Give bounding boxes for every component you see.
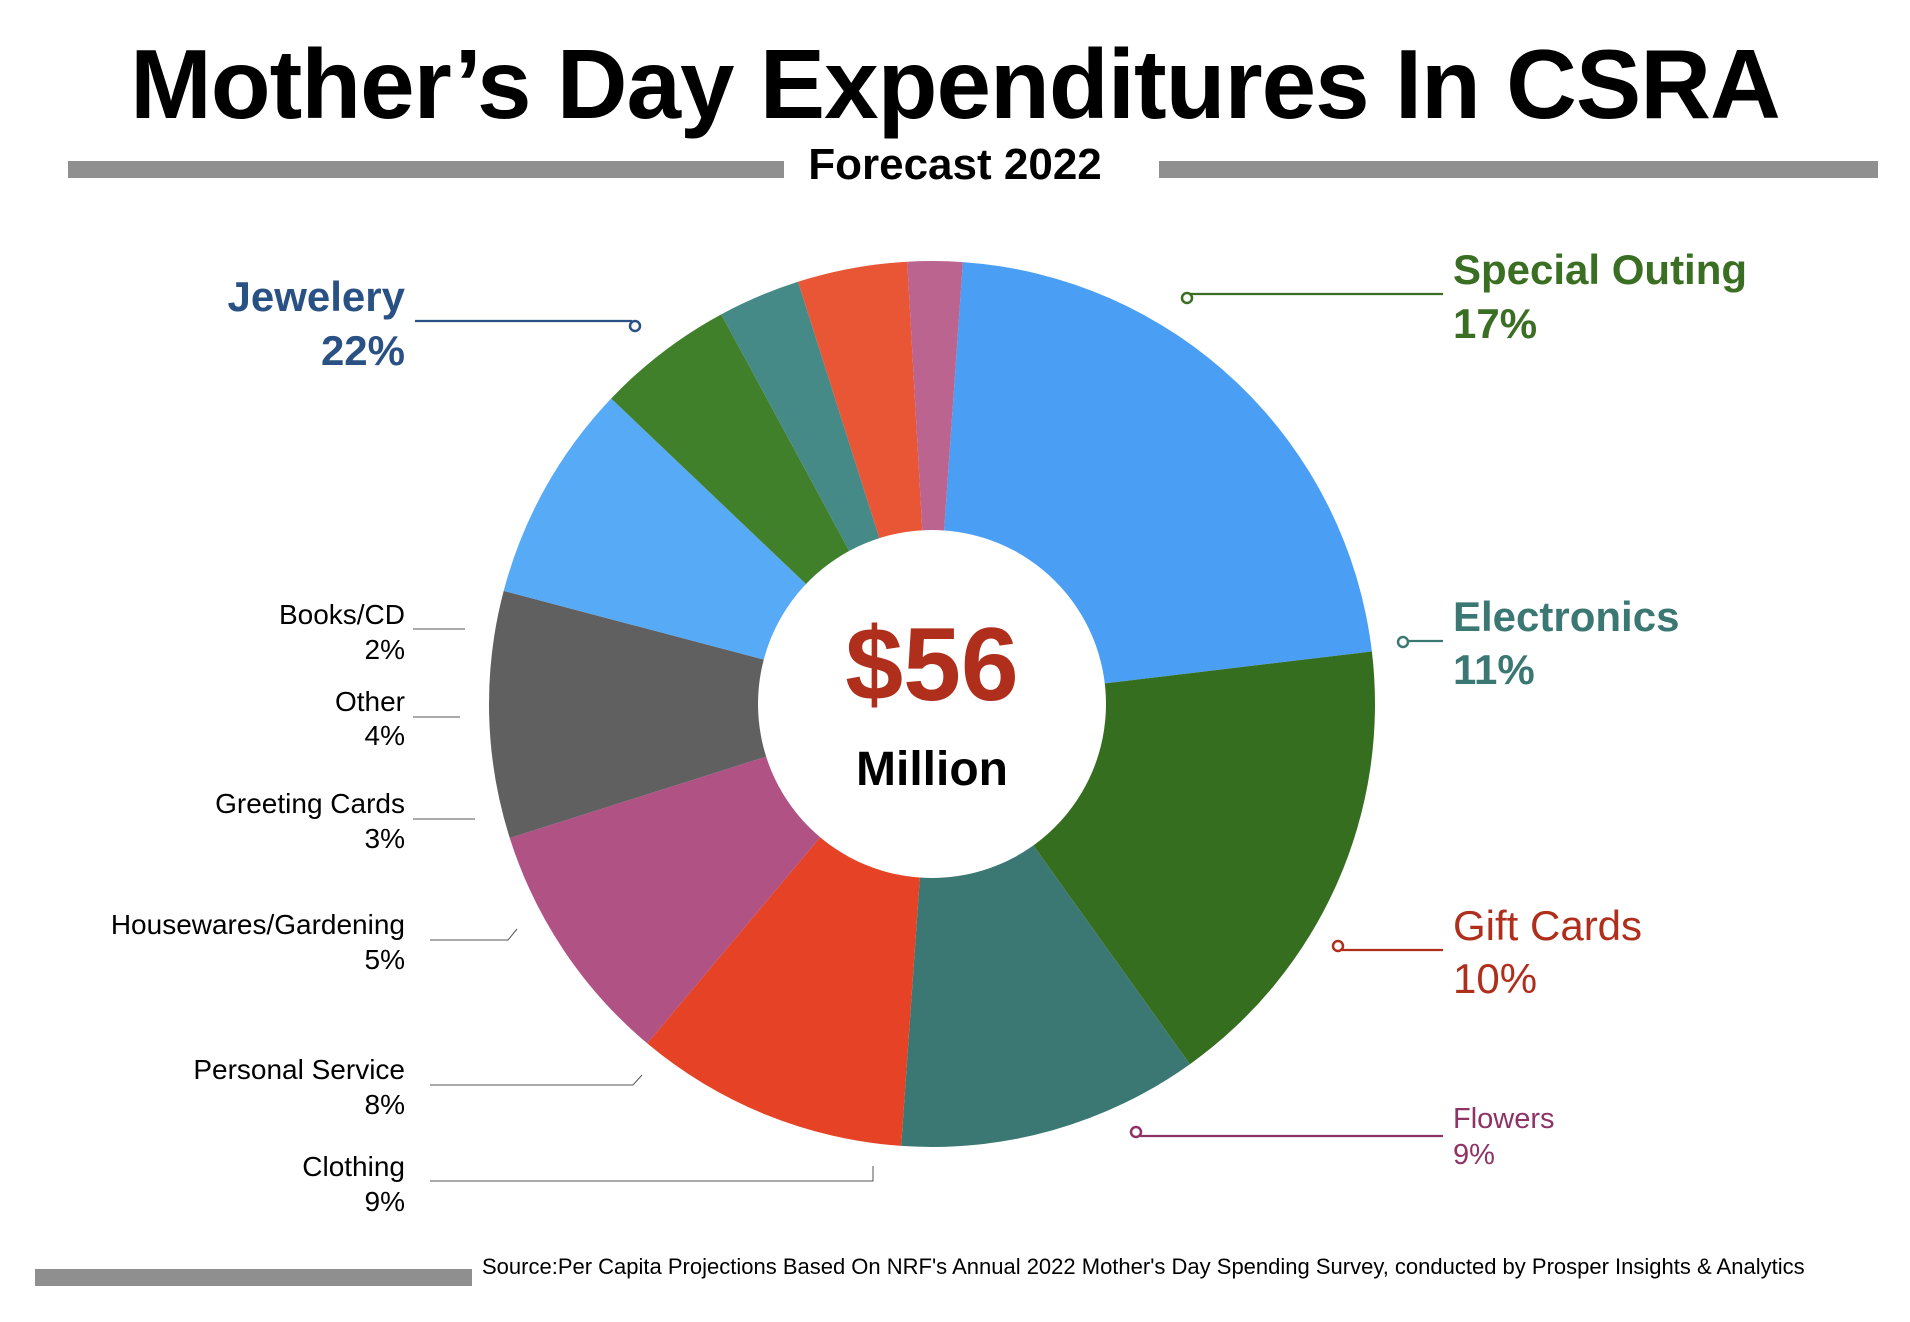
leader-line-clothing	[430, 1166, 874, 1182]
value-label-jewelery: 22%	[321, 327, 405, 374]
value-label-special-outing: 17%	[1453, 300, 1537, 347]
leader-line-housewares-gardening	[430, 928, 518, 941]
center-value: $56	[845, 607, 1019, 723]
label-personal-service: Personal Service	[193, 1054, 405, 1085]
center-unit: Million	[856, 743, 1008, 796]
slice-books-cd	[907, 261, 963, 704]
chart-subtitle: Forecast 2022	[808, 140, 1102, 189]
value-label-greeting-cards: 3%	[365, 823, 405, 854]
leader-dot-gift-cards	[1331, 939, 1345, 953]
value-label-gift-cards: 10%	[1453, 955, 1537, 1002]
value-label-flowers: 9%	[1453, 1139, 1495, 1171]
slice-clothing	[489, 590, 932, 838]
value-label-clothing: 9%	[365, 1186, 405, 1217]
value-label-other: 4%	[365, 720, 405, 751]
label-greeting-cards: Greeting Cards	[215, 788, 405, 819]
value-label-books-cd: 2%	[365, 634, 405, 665]
leader-dot-jewelery	[628, 319, 642, 333]
label-electronics: Electronics	[1453, 593, 1679, 640]
label-jewelery: Jewelery	[228, 273, 406, 320]
leader-line-personal-service	[430, 1074, 643, 1086]
value-label-personal-service: 8%	[365, 1089, 405, 1120]
leader-dot-flowers	[1129, 1125, 1143, 1139]
donut-hole	[758, 530, 1106, 878]
label-books-cd: Books/CD	[279, 599, 405, 630]
leader-dot-electronics	[1396, 635, 1410, 649]
label-gift-cards: Gift Cards	[1453, 902, 1642, 949]
leader-dot-special-outing	[1180, 291, 1194, 305]
value-label-housewares-gardening: 5%	[365, 944, 405, 975]
source-rule	[35, 1269, 472, 1286]
subtitle-rule-left	[68, 161, 784, 178]
chart-title: Mother’s Day Expenditures In CSRA	[130, 29, 1781, 139]
subtitle-rule-right	[1159, 161, 1878, 178]
label-clothing: Clothing	[302, 1151, 405, 1182]
source-note: Source:Per Capita Projections Based On N…	[482, 1254, 1805, 1279]
label-other: Other	[335, 686, 405, 717]
label-housewares-gardening: Housewares/Gardening	[111, 909, 405, 940]
value-label-electronics: 11%	[1453, 646, 1535, 693]
label-special-outing: Special Outing	[1453, 246, 1747, 293]
label-flowers: Flowers	[1453, 1103, 1555, 1135]
